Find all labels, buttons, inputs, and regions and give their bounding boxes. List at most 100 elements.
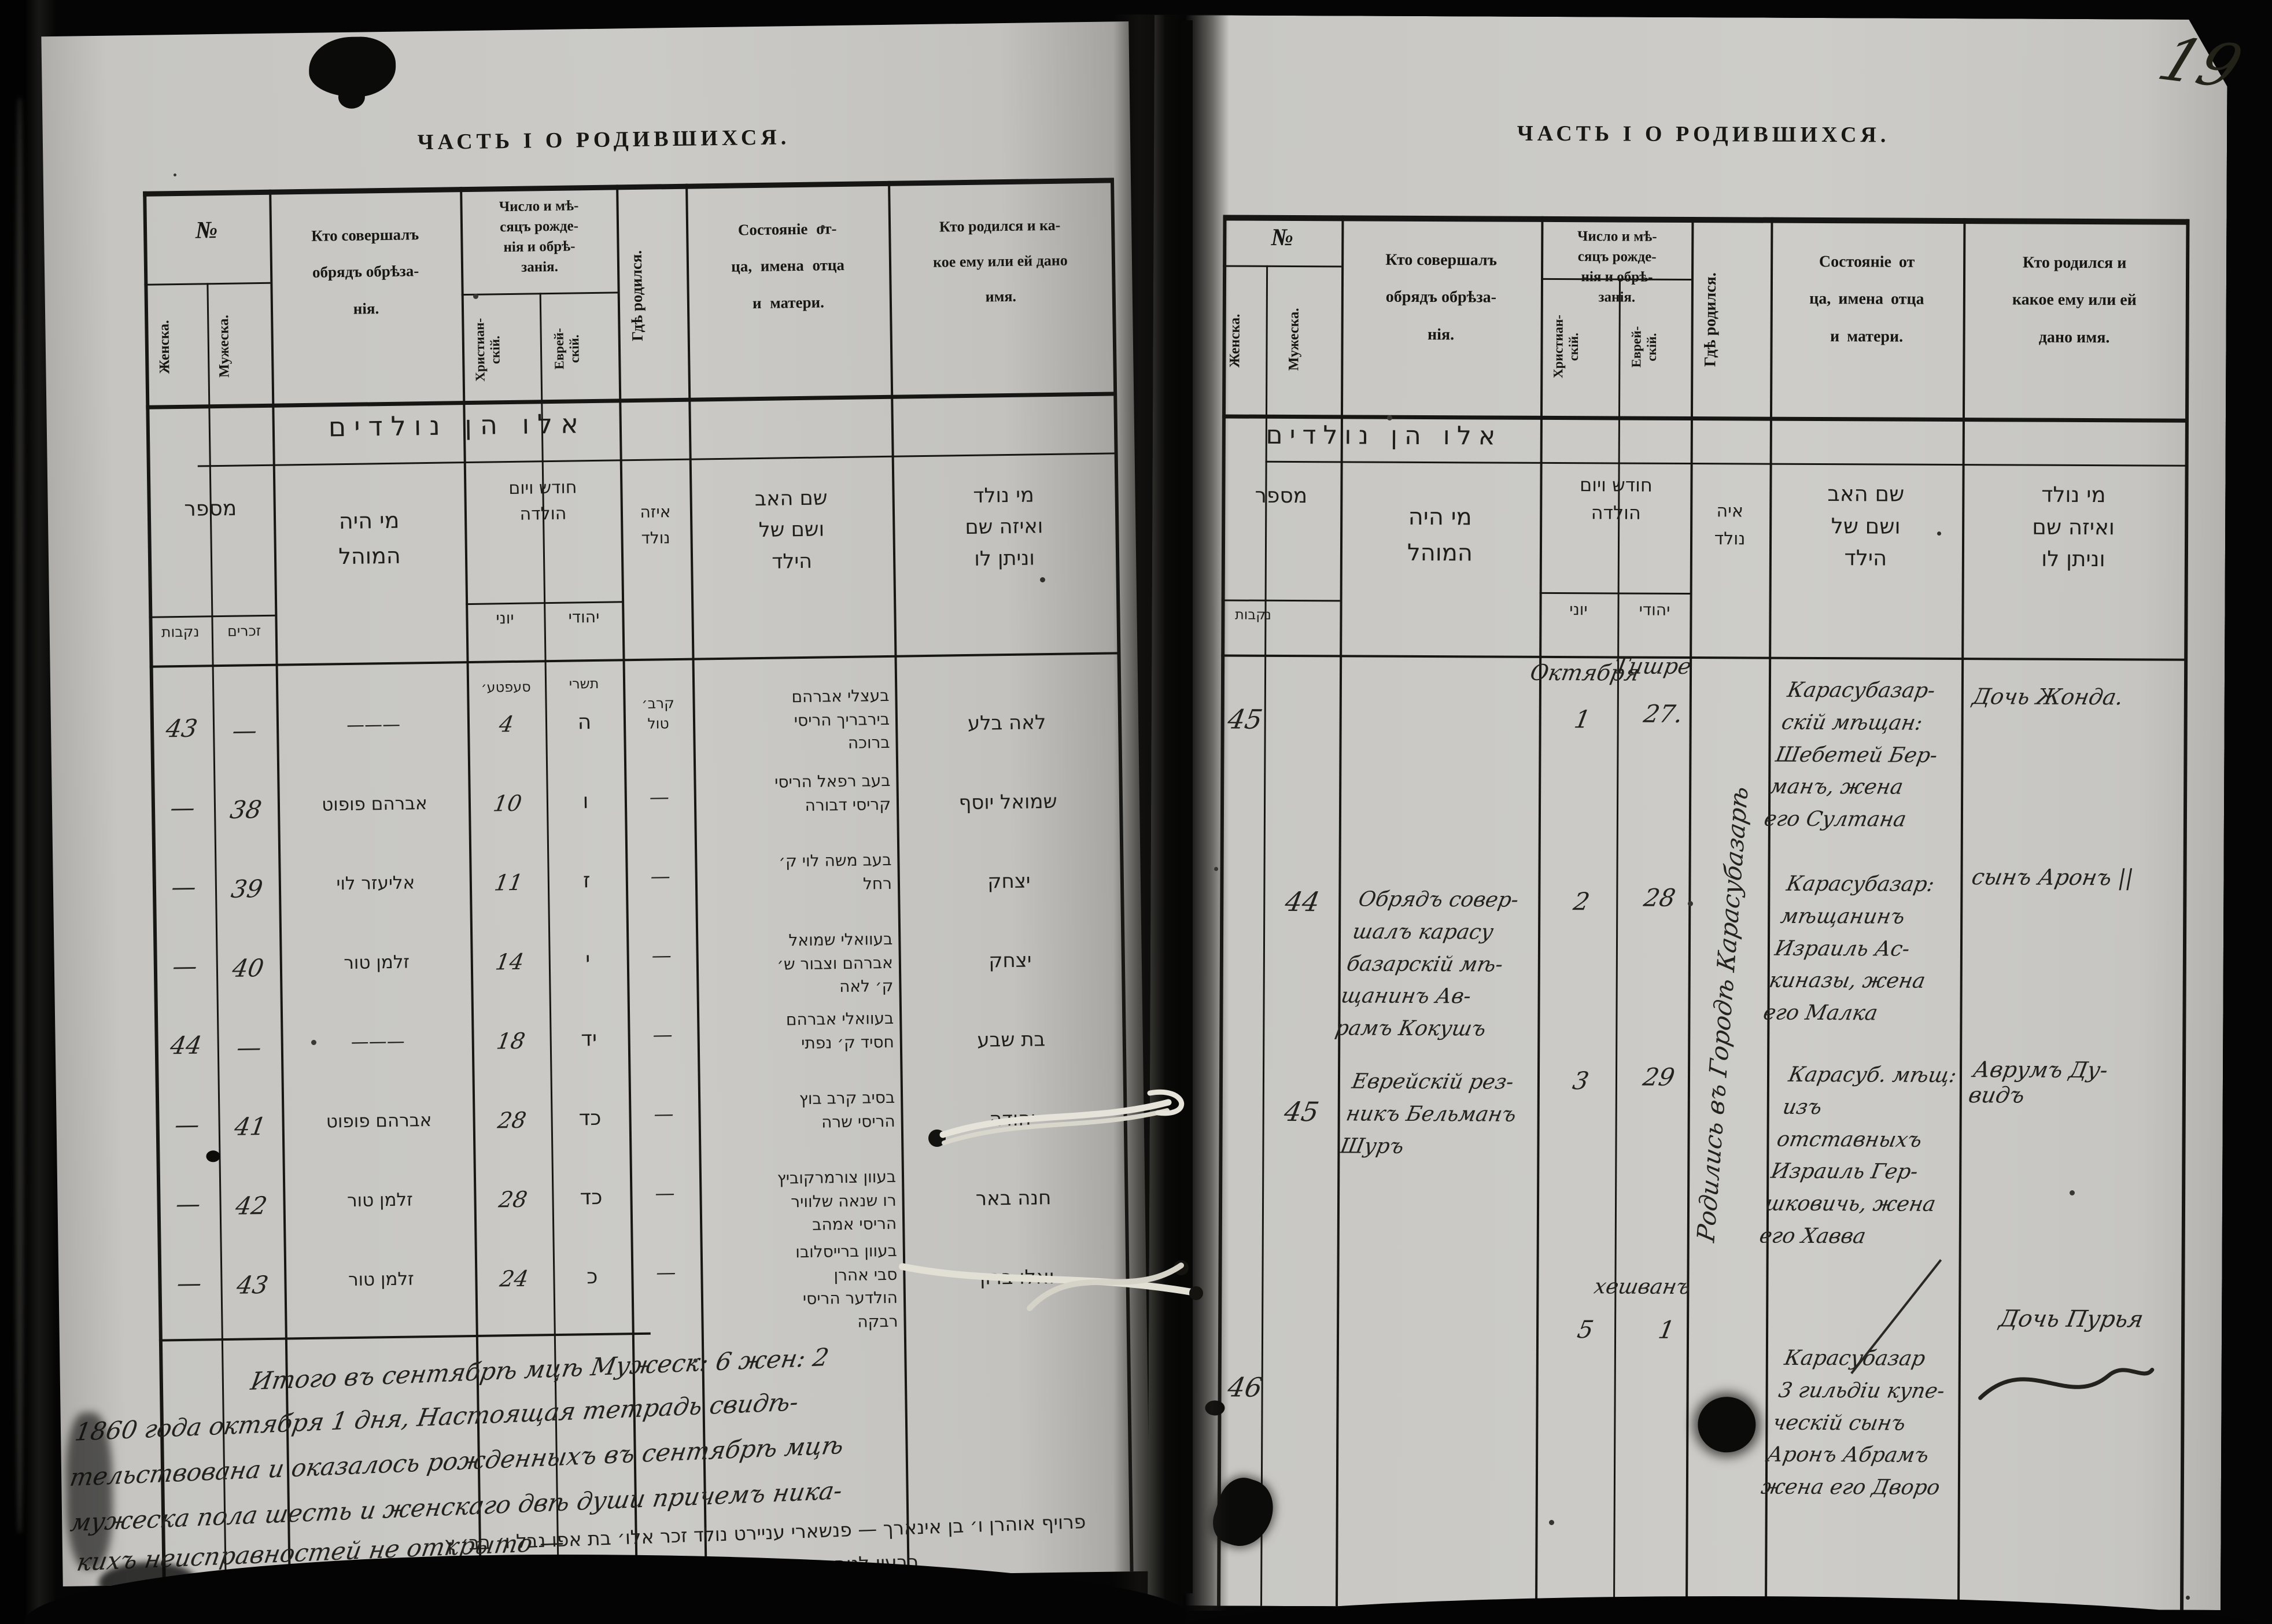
row-date-jewish: ו bbox=[582, 789, 589, 814]
col-line bbox=[1685, 217, 1694, 1608]
row-name: сынъ Аронъ || bbox=[1969, 864, 2136, 891]
heb-header-name: מי נולד ואיזה שם וניתן לו bbox=[965, 483, 1043, 571]
row-date-jewish: יד bbox=[581, 1027, 597, 1051]
row-month-jewish: Тишре bbox=[1612, 653, 1694, 680]
heb-header-state: שם האב ושם של הילד bbox=[1827, 481, 1905, 571]
heb-header-dates: חודש ויום הולדה bbox=[508, 477, 577, 525]
row-where: קרב׳ טול bbox=[641, 695, 675, 732]
hebrew-band: אלו הן נולדים bbox=[328, 408, 587, 443]
row-state: בעוון ברייסלובו סבי אהרן הולדער הריסי רב… bbox=[795, 1241, 898, 1331]
row-name: יצחק bbox=[989, 948, 1032, 973]
row-date-jewish: כד bbox=[578, 1106, 602, 1131]
col-header-jewish: Еврей- скій. bbox=[1629, 326, 1659, 368]
row-where: — bbox=[655, 1182, 675, 1205]
heb-header-christian: יוני bbox=[496, 608, 514, 628]
row-date-jewish: 29 bbox=[1640, 1062, 1677, 1091]
row-date-christian: 28 bbox=[497, 1186, 529, 1213]
row-month-jewish: хешванъ bbox=[1592, 1275, 1692, 1300]
row-date-jewish: ה bbox=[577, 710, 592, 735]
col-line bbox=[206, 283, 227, 1585]
row-name: Дочь Пурья bbox=[1997, 1305, 2146, 1333]
ink-blot bbox=[1698, 1397, 1755, 1452]
row-state: בעוואלי שמואל אברהם וצבור ש׳ ק׳ לאה bbox=[776, 929, 894, 996]
col-line bbox=[1765, 217, 1773, 1608]
row-date-jewish: 28 bbox=[1642, 883, 1678, 912]
right-page: ЧАСТЬ І О РОДИВШИХСЯ. № Женска. Мужеска.… bbox=[1148, 15, 2227, 1610]
row-number-male: 41 bbox=[233, 1112, 268, 1141]
binding-thread-upper bbox=[899, 1089, 1203, 1311]
row-date-christian: 28 bbox=[496, 1107, 528, 1134]
row-date-christian: 24 bbox=[498, 1265, 530, 1292]
row-number-female: — bbox=[170, 951, 200, 981]
row-mohel: אברהם פופוט bbox=[321, 793, 427, 815]
binding-gutter bbox=[1113, 14, 1229, 1611]
row-date-christian: 3 bbox=[1570, 1066, 1591, 1095]
row-date-christian: 10 bbox=[491, 790, 524, 817]
row-date-christian: 11 bbox=[492, 869, 525, 896]
row-where: — bbox=[649, 785, 670, 809]
row-state: בעוואלי אברהם חסיד ק׳ נפתי bbox=[785, 1008, 895, 1053]
row-where: — bbox=[651, 944, 672, 968]
stitch-hole bbox=[1189, 1286, 1203, 1300]
row-name: Аврумъ Ду- видъ bbox=[1967, 1057, 2110, 1108]
row-mohel: זלמן טור bbox=[348, 1268, 415, 1291]
row-date-christian: 5 bbox=[1575, 1315, 1596, 1344]
row-where: — bbox=[654, 1102, 674, 1126]
heb-header-dates: חודש ויום הולדה bbox=[1579, 474, 1653, 524]
row-number-female: — bbox=[169, 872, 198, 902]
row-mohel: ——— bbox=[346, 714, 401, 736]
col-header-name: Кто родился и ка- кое ему или ей дано им… bbox=[932, 216, 1068, 305]
row-name: לאה בלע bbox=[967, 711, 1046, 736]
row-number-female: 43 bbox=[164, 714, 200, 743]
table-line bbox=[158, 1332, 651, 1342]
row-number-male: 44 bbox=[1282, 885, 1322, 918]
page-edge-shadow bbox=[1181, 20, 1193, 1593]
row-where: — bbox=[652, 1023, 673, 1047]
col-header-christian: Христиан- скій. bbox=[1551, 315, 1581, 379]
table-line bbox=[1266, 461, 2188, 467]
row-date-jewish: ז bbox=[582, 869, 591, 893]
row-mohel: ——— bbox=[351, 1031, 405, 1053]
col-header-male: Мужеска. bbox=[1286, 308, 1302, 371]
row-date-jewish: כ bbox=[587, 1265, 598, 1289]
row-date-christian: 14 bbox=[493, 948, 526, 975]
row-date-christian: 18 bbox=[495, 1028, 527, 1054]
row-mohel: אברהם פופוט bbox=[326, 1110, 432, 1132]
heb-header-state: שם האב ושם של הילד bbox=[754, 486, 828, 574]
right-page-title: ЧАСТЬ І О РОДИВШИХСЯ. bbox=[1517, 121, 1890, 147]
col-line bbox=[1260, 265, 1268, 1606]
col-header-jewish: Еврей- скій. bbox=[551, 328, 582, 370]
row-date-christian: 4 bbox=[497, 711, 516, 737]
row-number-male: — bbox=[230, 716, 260, 745]
table-line bbox=[1222, 599, 1340, 601]
row-state: Карасубазар: мѣщанинъ Израиль Ас- киназы… bbox=[1761, 872, 1937, 1025]
where-born-vertical-note: Родились въ Городѣ Карасубазарѣ bbox=[1691, 783, 1754, 1245]
col-header-christian: Христиан- скій. bbox=[472, 318, 503, 382]
col-header-state: Состояніе от- ца, имена отца и матери. bbox=[731, 220, 845, 312]
heb-header-female: נקבות bbox=[161, 623, 200, 641]
row-number-female: — bbox=[168, 793, 197, 822]
heb-header-name: מי נולד ואיזה שם וניתן לו bbox=[2032, 482, 2115, 572]
row-number-female: 44 bbox=[168, 1031, 204, 1060]
heb-header-number: מספר bbox=[1255, 483, 1308, 508]
heb-header-where: איה נולד bbox=[1714, 501, 1746, 549]
row-state: Карасубазар- скій мѣщан: Шебетей Бер- ма… bbox=[1762, 678, 1939, 832]
month-label-christian: סעפטע׳ bbox=[481, 678, 531, 696]
ink-dot bbox=[206, 1150, 220, 1162]
heb-header-christian: יוני bbox=[1569, 600, 1588, 619]
table-line bbox=[197, 452, 1117, 467]
row-state: Карасубазар 3 гильдіи купе- ческій сынъ … bbox=[1759, 1346, 1947, 1500]
heb-header-jewish: יהודי bbox=[1639, 600, 1670, 619]
row-date-jewish: י bbox=[585, 948, 591, 972]
row-date-christian: 2 bbox=[1571, 887, 1592, 916]
row-name: יצחק bbox=[987, 869, 1031, 894]
smudge bbox=[65, 1412, 114, 1569]
signature-flourish bbox=[1975, 1343, 2161, 1419]
heb-header-male: זכרים bbox=[227, 622, 261, 640]
heb-header-female: נקבות bbox=[1235, 606, 1271, 623]
table-border bbox=[2180, 219, 2189, 1610]
row-state: Карасуб. мѣщ: изъ отставныхъ Израиль Гер… bbox=[1757, 1062, 1959, 1249]
month-label-jewish: תשרי bbox=[569, 675, 599, 692]
col-header-mohel: Кто совершалъ обрядъ обрѣза- нія. bbox=[311, 226, 419, 318]
